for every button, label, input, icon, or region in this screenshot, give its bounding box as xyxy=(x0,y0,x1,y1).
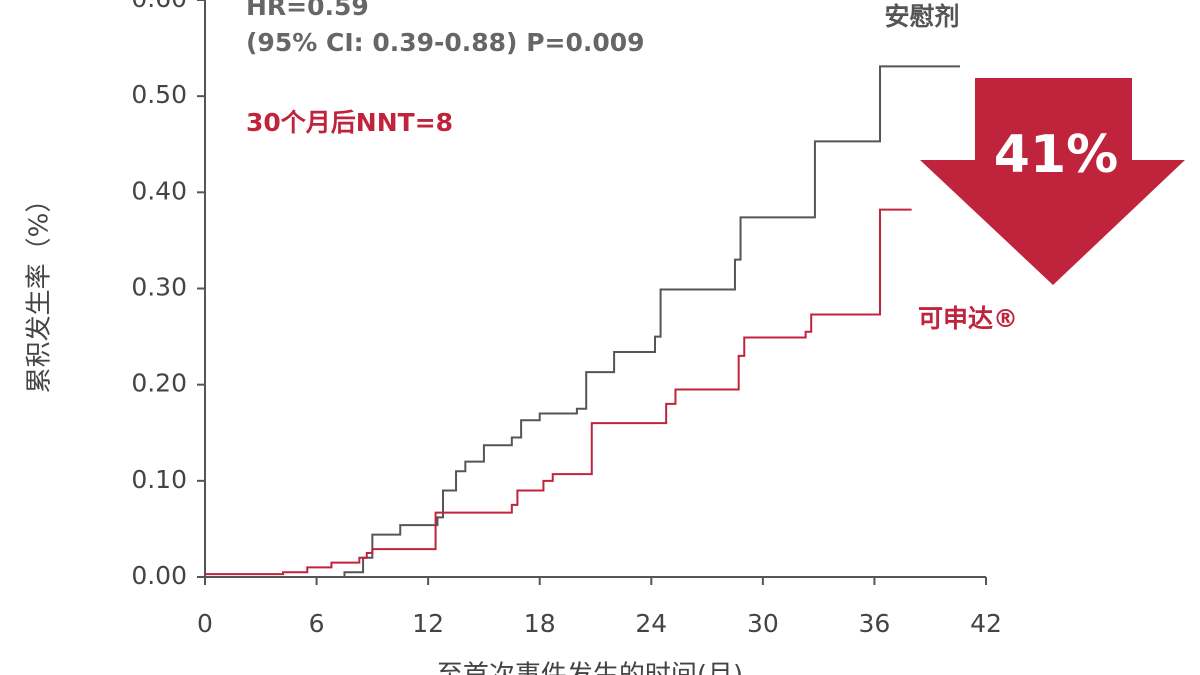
x-tick-label: 36 xyxy=(859,609,891,638)
x-tick-label: 42 xyxy=(970,609,1002,638)
x-tick-label: 6 xyxy=(309,609,325,638)
y-tick-label: 0.40 xyxy=(131,176,187,205)
x-tick-label: 24 xyxy=(635,609,667,638)
step-line xyxy=(205,65,960,578)
y-tick-label: 0.50 xyxy=(131,80,187,109)
y-tick-label: 0.30 xyxy=(131,273,187,302)
annotation: 30个月后NNT=8 xyxy=(246,108,453,137)
y-tick-label: 0.60 xyxy=(131,0,187,13)
y-axis-label: 累积发生率（%） xyxy=(25,187,55,394)
x-tick-label: 12 xyxy=(412,609,444,638)
x-tick-label: 0 xyxy=(197,609,213,638)
subtitle: (95% CI: 0.39-0.88) P=0.009 xyxy=(246,28,645,57)
y-tick-label: 0.10 xyxy=(131,465,187,494)
reduction-label: 41% xyxy=(994,125,1118,185)
x-axis-label: 至首次事件发生的时间(月) xyxy=(437,661,743,675)
legend-label: 安慰剂 xyxy=(884,2,959,31)
x-tick-label: 18 xyxy=(524,609,556,638)
legend-label: 可申达® xyxy=(918,304,1018,333)
y-tick-label: 0.20 xyxy=(131,369,187,398)
y-tick-label: 0.00 xyxy=(131,561,187,590)
x-tick-label: 30 xyxy=(747,609,779,638)
reduction-arrow xyxy=(920,78,1185,285)
step-line xyxy=(205,208,912,576)
chart-title: HR=0.59 xyxy=(246,0,369,21)
